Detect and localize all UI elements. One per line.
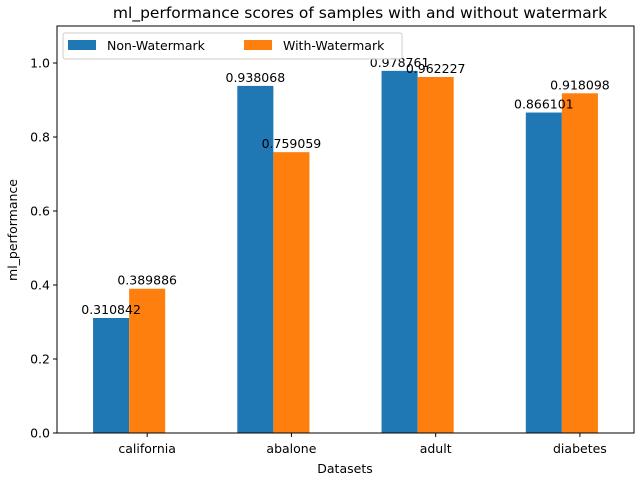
legend-swatch-non-watermark (68, 40, 96, 50)
x-tick-label: california (118, 441, 176, 456)
legend: Non-Watermark With-Watermark (62, 32, 403, 60)
x-axis-label: Datasets (317, 461, 372, 476)
y-axis: 0.0 0.2 0.4 0.6 0.8 1.0 (30, 56, 57, 441)
legend-label-non-watermark: Non-Watermark (107, 38, 206, 53)
y-tick-label: 0.0 (30, 426, 50, 441)
y-tick-label: 0.6 (30, 204, 50, 219)
legend-label-with-watermark: With-Watermark (283, 38, 385, 53)
legend-frame (62, 32, 403, 60)
chart-title: ml_performance scores of samples with an… (113, 4, 607, 23)
data-label-non-watermark-diabetes: 0.866101 (514, 97, 574, 112)
legend-swatch-with-watermark (244, 40, 272, 50)
data-label-non-watermark-abalone: 0.938068 (226, 70, 286, 85)
y-tick-label: 0.8 (30, 130, 50, 145)
y-tick-label: 0.2 (30, 352, 50, 367)
bar-non-watermark-diabetes (525, 112, 562, 433)
bar-with-watermark-adult (417, 76, 454, 433)
data-label-with-watermark-diabetes: 0.918098 (550, 77, 610, 92)
bar-non-watermark-california (93, 317, 130, 433)
bar-with-watermark-california (129, 288, 166, 433)
bar-with-watermark-diabetes (561, 93, 598, 434)
data-label-with-watermark-adult: 0.962227 (406, 61, 466, 76)
bar-non-watermark-abalone (237, 85, 274, 433)
y-axis-label: ml_performance (5, 179, 20, 281)
y-tick-label: 1.0 (30, 56, 50, 71)
data-label-with-watermark-abalone: 0.759059 (262, 136, 322, 151)
bars-layer (93, 70, 598, 434)
bar-with-watermark-abalone (273, 152, 310, 433)
data-label-non-watermark-california: 0.310842 (81, 302, 141, 317)
plot-frame (56, 25, 635, 434)
x-tick-label: diabetes (553, 441, 607, 456)
y-tick-label: 0.4 (30, 278, 50, 293)
data-label-with-watermark-california: 0.389886 (117, 273, 177, 288)
x-tick-label: abalone (266, 441, 316, 456)
x-tick-label: adult (420, 441, 452, 456)
data-labels-layer: 0.3108420.9380680.9787610.8661010.389886… (81, 55, 610, 317)
bar-non-watermark-adult (381, 70, 418, 434)
x-axis: california abalone adult diabetes (118, 433, 607, 456)
